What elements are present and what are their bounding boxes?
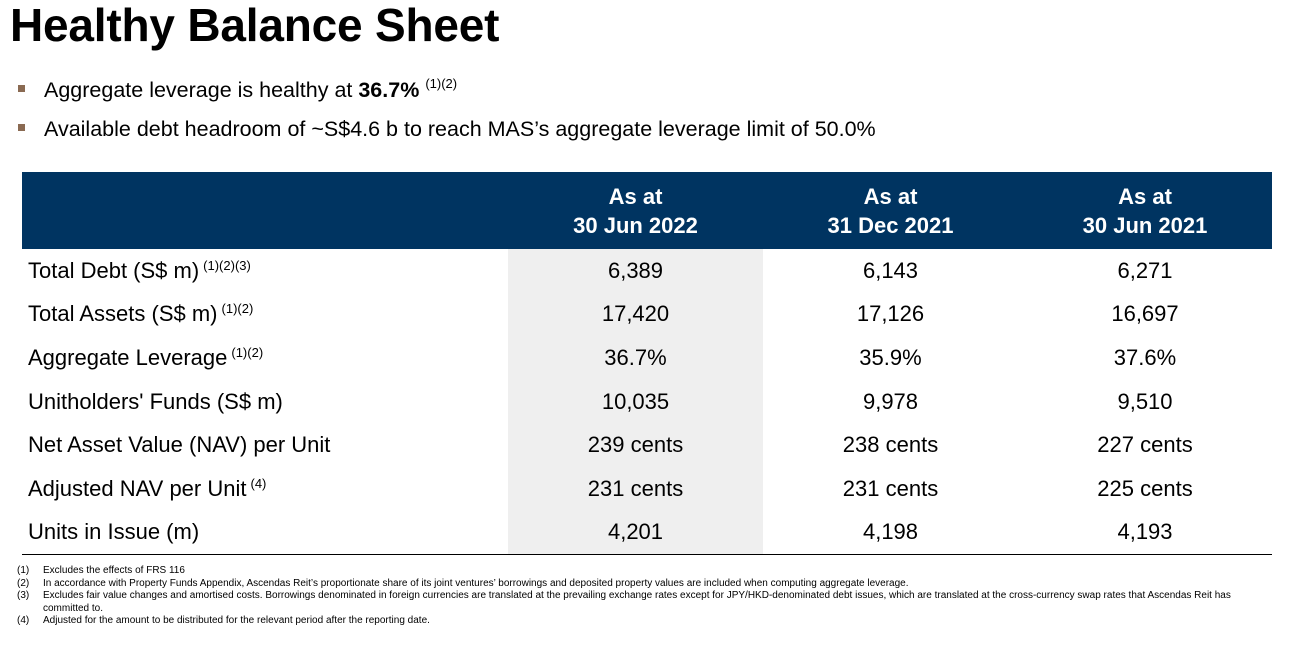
table-cell: 35.9% [859, 344, 922, 370]
footnote-ref: (1)(2)(3) [203, 257, 251, 273]
table-row: Net Asset Value (NAV) per Unit 239 cents 2… [22, 423, 1272, 467]
header-col-jun-2022: As at 30 Jun 2022 [508, 172, 763, 249]
table-cell: 239 cents [508, 423, 763, 467]
row-label: Adjusted NAV per Unit (4) [28, 475, 267, 501]
table-cell: 17,126 [856, 301, 925, 327]
footnote: (1) Excludes the effects of FRS 116 [17, 565, 185, 576]
bullet-text: Aggregate leverage is healthy at [44, 78, 359, 102]
row-label: Units in Issue (m) [22, 510, 508, 556]
footnote: (4) Adjusted for the amount to be distrib… [17, 615, 430, 627]
table-cell: 16,697 [1111, 301, 1179, 327]
bullet-text: Available debt headroom of ~S$4.6 b to r… [44, 117, 876, 141]
table-row: Total Assets (S$ m) (1)(2) 17,420 17,126 16,… [22, 292, 1272, 337]
table-cell: 227 cents [1097, 432, 1193, 458]
bullet-footnote-ref: (1)(2) [425, 76, 458, 91]
header-col-dec-2021: As at 31 Dec 2021 [763, 172, 1018, 249]
balance-sheet-table: As at 30 Jun 2022 As at 31 Dec 2021 As at 3… [22, 172, 1272, 556]
row-label: Total Assets (S$ m) (1)(2) [28, 301, 254, 327]
footnote: (2) In accordance with Property Funds App… [17, 577, 909, 589]
table-row: Total Debt (S$ m) (1)(2)(3) 6,389 6,143 6,27… [22, 249, 1272, 293]
header-empty-cell [22, 172, 508, 249]
table-row: Units in Issue (m) 4,201 4,198 4,193 [22, 510, 1272, 556]
bullet-item-leverage: Aggregate leverage is healthy at 36.7% (1… [18, 76, 876, 117]
row-label: Unitholders' Funds (S$ m) [28, 388, 283, 414]
bullet-bold-value: 36.7% [358, 78, 420, 102]
table-cell: 231 cents [508, 466, 763, 511]
table-cell: 10,035 [508, 379, 763, 424]
row-label: Total Debt (S$ m) (1)(2)(3) [28, 257, 251, 283]
footnote-ref: (1)(2) [231, 344, 264, 360]
table-cell: 37.6% [1113, 344, 1177, 370]
table-cell: 36.7% [508, 336, 763, 380]
table-cell: 4,193 [1018, 510, 1272, 556]
table-cell: 6,389 [508, 249, 763, 293]
table-cell: 9,510 [1117, 388, 1173, 414]
bullet-list: Aggregate leverage is healthy at 36.7% (1… [18, 76, 876, 156]
footnote-ref: (4) [250, 475, 267, 491]
square-bullet-icon [18, 124, 25, 131]
table-cell: 6,271 [1117, 257, 1173, 283]
table-header-row: As at 30 Jun 2022 As at 31 Dec 2021 As at 3… [22, 172, 1272, 249]
table-cell: 4,198 [763, 510, 1018, 556]
footnotes: (1) Excludes the effects of FRS 116 (2) In… [17, 565, 1257, 628]
page-title: Healthy Balance Sheet [10, 0, 500, 51]
table-cell: 6,143 [862, 257, 919, 283]
table-cell: 225 cents [1097, 475, 1193, 501]
header-col-jun-2021: As at 30 Jun 2021 [1018, 172, 1272, 249]
table-row: Aggregate Leverage (1)(2) 36.7% 35.9% 37.6% [22, 336, 1272, 380]
square-bullet-icon [18, 85, 25, 92]
table-cell: 4,201 [508, 510, 763, 556]
footnote: (3) Excludes fair value changes and amort… [17, 590, 1231, 614]
table-cell: 238 cents [842, 432, 939, 458]
footnote-ref: (1)(2) [221, 301, 254, 317]
row-label: Net Asset Value (NAV) per Unit [28, 432, 331, 458]
table-cell: 9,978 [862, 388, 919, 414]
table-cell: 231 cents [842, 475, 939, 501]
row-label: Aggregate Leverage (1)(2) [28, 344, 264, 370]
table-row: Adjusted NAV per Unit (4) 231 cents 231 cen… [22, 466, 1272, 511]
bullet-item-headroom: Available debt headroom of ~S$4.6 b to r… [18, 117, 876, 156]
table-cell: 17,420 [508, 292, 763, 337]
table-row: Unitholders' Funds (S$ m) 10,035 9,978 9,51… [22, 379, 1272, 424]
